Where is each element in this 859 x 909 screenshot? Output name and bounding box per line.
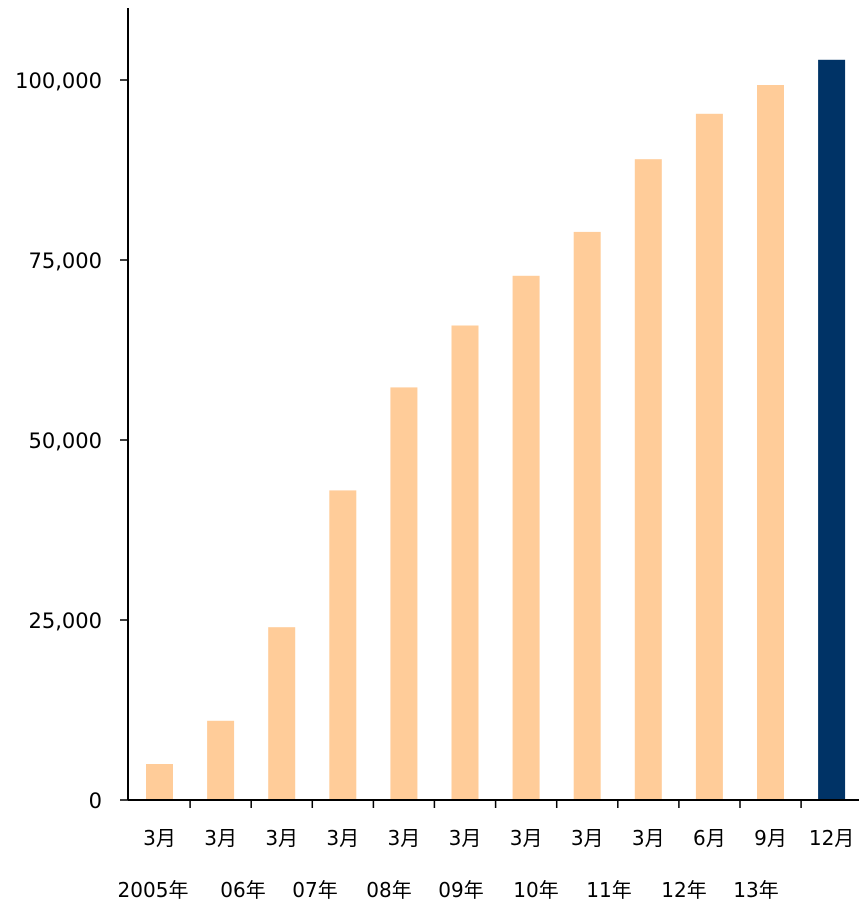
bar-6 bbox=[512, 275, 540, 800]
year-label-6: 11年 bbox=[586, 878, 631, 902]
bar-10 bbox=[757, 85, 784, 800]
y-tick-label-2: 50,000 bbox=[29, 429, 102, 453]
x-tick-label-1: 3月 bbox=[204, 826, 237, 850]
bars-group bbox=[146, 59, 846, 801]
bar-2 bbox=[268, 627, 296, 800]
x-tick-label-9: 6月 bbox=[693, 826, 726, 850]
bar-5 bbox=[451, 325, 479, 800]
x-tick-label-5: 3月 bbox=[449, 826, 482, 850]
year-label-2: 07年 bbox=[292, 878, 337, 902]
bar-8 bbox=[634, 159, 662, 800]
y-tick-label-3: 75,000 bbox=[29, 249, 102, 273]
year-label-1: 06年 bbox=[220, 878, 265, 902]
bar-4 bbox=[390, 387, 418, 800]
year-label-3: 08年 bbox=[366, 878, 411, 902]
year-label-0: 2005年 bbox=[118, 878, 189, 902]
bar-3 bbox=[329, 490, 357, 800]
x-tick-label-2: 3月 bbox=[265, 826, 298, 850]
x-tick-label-3: 3月 bbox=[326, 826, 359, 850]
year-label-4: 09年 bbox=[438, 878, 483, 902]
x-tick-label-6: 3月 bbox=[510, 826, 543, 850]
x-tick-label-0: 3月 bbox=[143, 826, 176, 850]
year-label-8: 13年 bbox=[733, 878, 778, 902]
year-label-5: 10年 bbox=[513, 878, 558, 902]
x-tick-label-11: 12月 bbox=[809, 826, 854, 850]
x-labels-group: 3月 3月 3月 3月 3月 3月 3月 3月 3月 6月 9月 12月 bbox=[143, 826, 854, 850]
y-tick-label-1: 25,000 bbox=[29, 609, 102, 633]
axes-group bbox=[127, 8, 859, 808]
bar-9 bbox=[695, 113, 723, 801]
y-tick-label-4: 100,000 bbox=[15, 69, 102, 93]
year-labels-group: 2005年 06年 07年 08年 09年 10年 11年 12年 13年 bbox=[118, 878, 779, 902]
bar-1 bbox=[207, 720, 235, 800]
bar-7 bbox=[573, 231, 601, 800]
y-tick-label-0: 0 bbox=[89, 789, 102, 813]
bar-0 bbox=[146, 764, 173, 800]
x-tick-label-7: 3月 bbox=[571, 826, 604, 850]
y-ticks-group: 0 25,000 50,000 75,000 100,000 bbox=[15, 69, 128, 813]
x-tick-label-10: 9月 bbox=[754, 826, 787, 850]
bar-11 bbox=[818, 59, 846, 801]
year-label-7: 12年 bbox=[661, 878, 706, 902]
x-tick-label-8: 3月 bbox=[632, 826, 665, 850]
x-tick-label-4: 3月 bbox=[388, 826, 421, 850]
